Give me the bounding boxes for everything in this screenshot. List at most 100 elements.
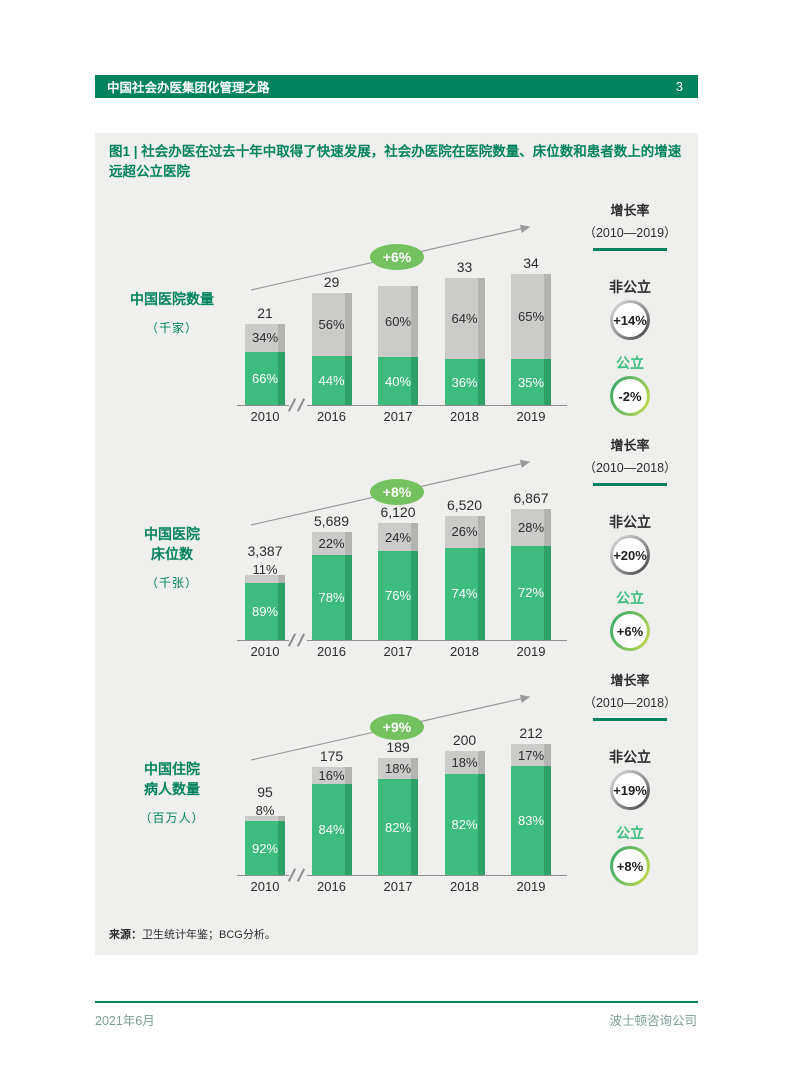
legend-label-public: 公立 [616,825,644,841]
bar-total-label: 212 [519,725,543,741]
chart-name: 中国医院 床位数 [144,526,200,562]
bar-2017: 24% 76% [378,523,418,640]
bar-nonpublic-pct-label: 8% [255,803,275,819]
bar-segment-public: 89% [245,582,285,640]
legend-underline [593,248,667,251]
growth-legend: 增长率 （2010—2018） 非公立 +20% 公立 +6% [567,430,693,651]
growth-badge-value: +9% [383,719,412,735]
bar-2010: 89% [245,575,285,640]
growth-badge-ellipse [370,714,424,740]
bar-2019: 17% 83% [511,744,551,875]
bar-total-label: 95 [257,784,273,801]
chart-row-3: 中国住院 病人数量 （百万人） +9% 92% 95 8% 2010 16% 84% 175 201… [95,665,698,900]
growth-legend: 增长率 （2010—2019） 非公立 +14% 公立 -2% [567,195,693,416]
bar-2016: 56% 44% [311,293,352,405]
growth-rate-value: +8% [613,849,647,883]
growth-badge-value: +8% [383,484,412,500]
growth-rate-value: +14% [613,303,647,337]
legend-underline [593,718,667,721]
legend-label-nonpublic: 非公立 [609,514,651,530]
trend-arrow-svg: +6% [250,224,531,291]
bar-segment-nonpublic: 18% [444,751,485,774]
bar-segment-public: 66% [245,351,285,405]
charts-container: 中国医院数量 （千家） +6% 34% 66% 21 2010 56% 44% 29 2016 60%… [95,195,698,900]
header-title: 中国社会办医集团化管理之路 [107,81,270,95]
growth-badge-value: +6% [383,249,412,265]
x-tick-label: 2017 [383,879,413,894]
legend-underline [593,483,667,486]
bar-segment-public: 72% [511,545,551,640]
growth-rate-value: +20% [613,538,647,572]
x-tick-label: 2016 [317,644,346,659]
bar-segment-nonpublic: 60% [378,285,418,358]
bar-2017: 60% 40% [378,285,418,405]
bar-2019: 28% 72% [511,509,551,640]
legend-period: （2010—2018） [583,461,677,475]
bar-segment-nonpublic: 28% [511,509,551,546]
source-text: 卫生统计年鉴；BCG分析。 [142,929,276,941]
figure-title: 图1 | 社会办医在过去十年中取得了快速发展，社会办医院在医院数量、床位数和患者… [109,144,682,179]
bar-segment-nonpublic: 65% [511,274,551,360]
chart-unit: （千家） [145,321,198,335]
footer-divider [95,1001,698,1003]
bar-segment-public: 74% [444,547,485,640]
bar-segment-nonpublic: 22% [311,531,352,556]
bar-total-label: 5,689 [313,512,350,529]
chart-label-2: 中国医院 床位数 （千张） [111,524,233,591]
bar-2016: 16% 84% [311,766,352,875]
bar-2017: 18% 82% [378,758,418,875]
bar-segment-public: 78% [311,555,352,640]
legend-period: （2010—2019） [583,226,677,240]
bar-2018: 26% 74% [444,515,485,640]
bar-2018: 18% 82% [444,751,485,875]
bar-2016: 22% 78% [311,531,352,640]
growth-badge-ellipse [370,244,424,270]
x-tick-label: 2019 [516,879,546,894]
source-note: 来源：卫生统计年鉴；BCG分析。 [109,926,276,942]
bar-2018: 64% 36% [444,277,485,405]
x-axis [237,875,567,876]
bar-2010: 92% [245,816,285,875]
bar-segment-public: 76% [378,551,418,640]
x-tick-label: 2010 [250,644,280,659]
bar-segment-public: 82% [444,773,485,875]
growth-rate-value: -2% [613,379,647,413]
chart-name: 中国住院 病人数量 [144,761,200,797]
bar-segment-public: 40% [378,357,418,405]
bar-segment-nonpublic: 64% [444,277,485,360]
growth-rate-circle: +14% [610,300,650,340]
bar-segment-public: 84% [311,784,352,875]
growth-rate-value: +19% [613,773,647,807]
bar-segment-nonpublic: 16% [311,766,352,785]
x-tick-label: 2016 [317,409,346,424]
page-header-bar: 中国社会办医集团化管理之路 3 [95,75,698,98]
chart-plot: +6% 34% 66% 21 2010 56% 44% 29 2016 60% 40% 2017 64%… [237,195,567,430]
bar-segment-public: 82% [378,779,418,875]
bar-total-label: 33 [456,258,473,275]
bar-segment-nonpublic: 34% [245,324,285,352]
axis-break-gap [289,638,307,643]
bar-2019: 65% 35% [511,274,551,405]
chart-plot: +9% 92% 95 8% 2010 16% 84% 175 2016 18% 82% 189 2017… [237,665,567,900]
legend-period: （2010—2018） [583,696,677,710]
x-axis [237,405,567,406]
bar-total-label: 6,867 [513,490,549,506]
bar-total-label: 189 [386,739,410,756]
legend-title: 增长率 [610,438,650,453]
axis-break-gap [289,873,307,878]
bar-segment-public: 35% [511,359,551,405]
chart-plot: +8% 89% 3,387 11% 2010 22% 78% 5,689 2016 24% 76% 6… [237,430,567,665]
bar-total-label: 3,387 [247,543,283,560]
growth-rate-value: +6% [613,614,647,648]
growth-rate-circle: +6% [610,611,650,651]
legend-label-nonpublic: 非公立 [609,279,651,295]
chart-label-1: 中国医院数量 （千家） [111,289,233,336]
growth-badge-ellipse [370,479,424,505]
bar-total-label: 21 [257,305,273,322]
legend-label-public: 公立 [616,590,644,606]
x-axis [237,640,567,641]
x-tick-label: 2017 [383,644,413,659]
legend-label-nonpublic: 非公立 [609,749,651,765]
x-tick-label: 2018 [450,409,479,424]
